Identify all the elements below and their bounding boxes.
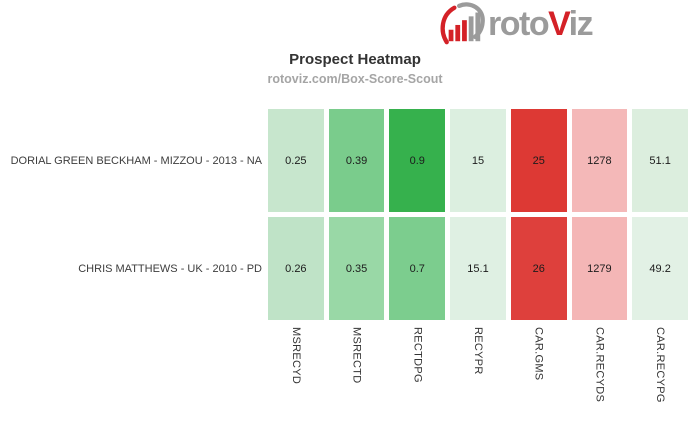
- column-label-slot: MSRECYD: [268, 327, 324, 405]
- column-label: RECYPR: [471, 327, 484, 375]
- chart-title: Prospect Heatmap: [289, 51, 421, 68]
- heatmap-cell: 25: [510, 109, 567, 212]
- column-label: CAR.RECYDS: [593, 327, 606, 403]
- row-label: CHRIS MATTHEWS - UK - 2010 - PD: [78, 262, 262, 275]
- rotoviz-logo: rotoViz: [438, 2, 594, 46]
- column-label-slot: RECYPR: [450, 327, 506, 405]
- column-label: CAR.RECYPG: [654, 327, 667, 403]
- column-label-slot: CAR.GMS: [511, 327, 567, 405]
- column-label-slot: MSRECTD: [329, 327, 385, 405]
- heatmap-cell: 0.39: [328, 109, 385, 212]
- heatmap-cell: 0.26: [268, 217, 324, 320]
- heatmap-cell: 26: [510, 217, 567, 320]
- heatmap-cell: 49.2: [632, 217, 688, 320]
- heatmap-cell: 1278: [571, 109, 628, 212]
- logo-text-iz: iz: [568, 5, 594, 43]
- rotoviz-logo-text: rotoViz: [488, 4, 594, 44]
- rotoviz-bar-chart-icon: [440, 2, 485, 45]
- column-label-slot: RECTDPG: [389, 327, 445, 405]
- heatmap-cell: 1279: [571, 217, 628, 320]
- row-label: DORIAL GREEN BECKHAM - MIZZOU - 2013 - N…: [10, 154, 262, 167]
- logo-text-v: V: [548, 5, 570, 43]
- chart-subtitle: rotoviz.com/Box-Score-Scout: [267, 72, 443, 86]
- column-label: CAR.GMS: [532, 327, 545, 381]
- column-label-slot: CAR.RECYPG: [632, 327, 688, 405]
- logo-text-roto: roto: [488, 5, 550, 43]
- heatmap-cell: 51.1: [632, 109, 688, 212]
- heatmap-column-labels: MSRECYD MSRECTD RECTDPG RECYPR CAR.GMS CAR.RE…: [268, 327, 688, 405]
- column-label: MSRECTD: [350, 327, 363, 384]
- column-label-slot: CAR.RECYDS: [572, 327, 628, 405]
- heatmap-cell: 15.1: [450, 217, 506, 320]
- column-label: MSRECYD: [289, 327, 302, 385]
- column-label: RECTDPG: [411, 327, 424, 383]
- heatmap-cell: 0.9: [389, 109, 446, 212]
- heatmap-grid: 0.25 0.39 0.9 15 25 1278 51.1 0.26 0.35 0.7 15.1 26…: [268, 109, 688, 320]
- heatmap-cell: 15: [450, 109, 506, 212]
- heatmap-cell: 0.7: [389, 217, 446, 320]
- heatmap-cell: 0.25: [268, 109, 324, 212]
- heatmap-cell: 0.35: [328, 217, 385, 320]
